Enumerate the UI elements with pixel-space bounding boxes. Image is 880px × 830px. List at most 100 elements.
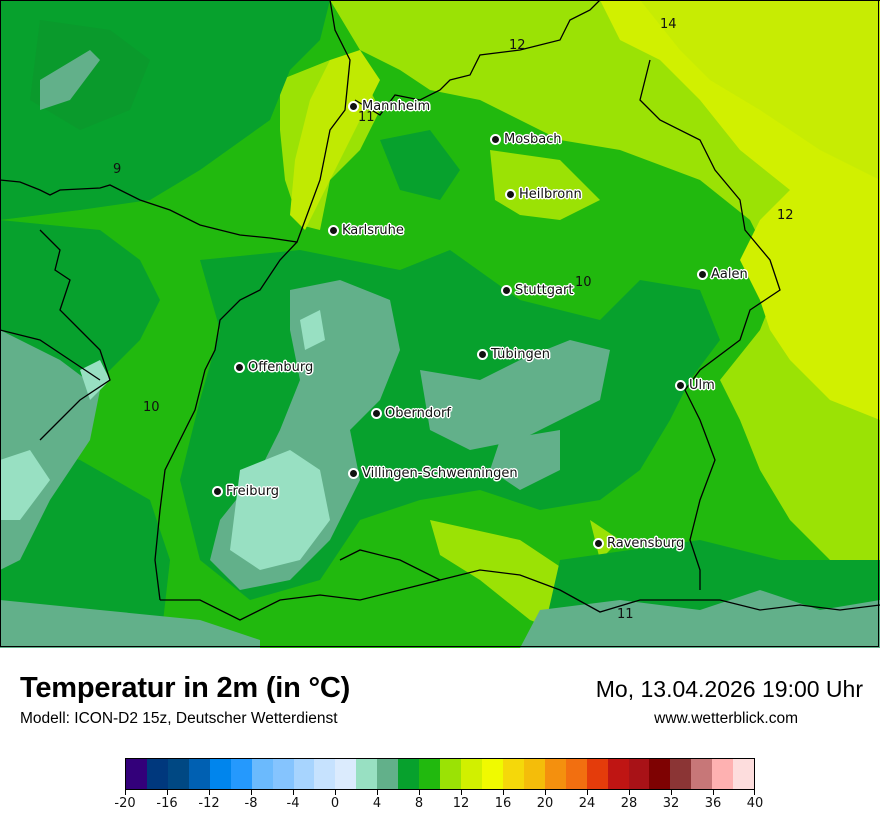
legend-tick [125, 790, 126, 795]
city-marker-karlsruhe[interactable]: Karlsruhe [328, 223, 404, 238]
legend-tick [251, 790, 252, 795]
city-marker-heilbronn[interactable]: Heilbronn [505, 187, 582, 202]
legend-swatch [523, 759, 545, 789]
city-label: Offenburg [248, 360, 314, 375]
color-legend-ticks: -20 -16 -12 -8 -4 0 4 8 12 16 20 24 28 32 36 40 [114, 790, 763, 820]
city-marker-mannheim[interactable]: Mannheim [348, 99, 430, 114]
legend-tick-label: 40 [746, 796, 764, 811]
city-marker-aalen[interactable]: Aalen [697, 267, 748, 282]
legend-swatch [607, 759, 629, 789]
city-marker-freiburg[interactable]: Freiburg [212, 484, 279, 499]
isotherm-label: 10 [143, 400, 160, 415]
city-label: Mosbach [504, 132, 562, 147]
legend-swatch [188, 759, 210, 789]
city-dot-icon [675, 380, 686, 391]
legend-tick [419, 790, 420, 795]
legend-swatch [398, 759, 420, 789]
legend-swatch [167, 759, 189, 789]
legend-tick [629, 790, 630, 795]
legend-swatch [670, 759, 692, 789]
city-label: Villingen-Schwenningen [362, 466, 518, 481]
city-label: Heilbronn [519, 187, 582, 202]
legend-tick [209, 790, 210, 795]
legend-tick [545, 790, 546, 795]
city-marker-mosbach[interactable]: Mosbach [490, 132, 562, 147]
legend-swatch [146, 759, 168, 789]
city-label: Ulm [689, 378, 715, 393]
legend-swatch [586, 759, 608, 789]
legend-swatch [419, 759, 441, 789]
temperature-map[interactable]: 14 12 11 9 12 10 10 11 Mannheim Mosbach … [0, 0, 880, 648]
legend-swatch [251, 759, 273, 789]
city-label: Oberndorf [385, 406, 451, 421]
city-marker-stuttgart[interactable]: Stuttgart [501, 283, 573, 298]
legend-tick-label: -12 [198, 796, 220, 811]
legend-swatch [293, 759, 315, 789]
legend-tick-label: -16 [156, 796, 178, 811]
map-frame-top [0, 0, 880, 1]
city-dot-icon [348, 101, 359, 112]
legend-swatch [230, 759, 252, 789]
city-dot-icon [234, 362, 245, 373]
city-marker-ravensburg[interactable]: Ravensburg [593, 536, 684, 551]
legend-swatch [335, 759, 357, 789]
legend-swatch [712, 759, 734, 789]
city-dot-icon [501, 285, 512, 296]
legend-tick [754, 790, 755, 795]
model-source: Modell: ICON-D2 15z, Deutscher Wetterdie… [20, 710, 338, 727]
legend-swatch [356, 759, 378, 789]
color-legend-bar [125, 758, 755, 790]
isotherm-label: 11 [358, 110, 375, 125]
legend-tick-label: 28 [620, 796, 638, 811]
legend-tick-label: 0 [330, 796, 340, 811]
city-label: Mannheim [362, 99, 431, 114]
legend-tick-label: 24 [578, 796, 596, 811]
legend-tick [587, 790, 588, 795]
city-label: Freiburg [226, 484, 280, 499]
city-label: Karlsruhe [342, 223, 404, 238]
legend-swatch [628, 759, 650, 789]
legend-tick-label: 16 [494, 796, 512, 811]
legend-tick [377, 790, 378, 795]
legend-tick-label: -20 [114, 796, 136, 811]
legend-tick [335, 790, 336, 795]
isotherm-label: 12 [777, 208, 794, 223]
isotherm-label: 11 [617, 607, 634, 622]
city-dot-icon [212, 486, 223, 497]
city-marker-oberndorf[interactable]: Oberndorf [371, 406, 451, 421]
legend-tick [671, 790, 672, 795]
legend-tick-label: -4 [286, 796, 300, 811]
website-link[interactable]: www.wetterblick.com [654, 710, 798, 727]
legend-swatch [502, 759, 524, 789]
legend-swatch [440, 759, 461, 789]
isotherm-label: 9 [113, 162, 122, 177]
city-label: Stuttgart [515, 283, 574, 298]
city-dot-icon [593, 538, 604, 549]
legend-swatch [126, 759, 147, 789]
legend-swatch [377, 759, 399, 789]
isotherm-label: 10 [575, 275, 592, 290]
legend-swatch [691, 759, 713, 789]
city-marker-tuebingen[interactable]: Tübingen [477, 347, 550, 362]
forecast-datetime: Mo, 13.04.2026 19:00 Uhr [595, 676, 863, 702]
legend-tick-label: 32 [662, 796, 680, 811]
city-marker-villingen-schwenningen[interactable]: Villingen-Schwenningen [348, 466, 518, 481]
legend-tick-label: -8 [244, 796, 258, 811]
city-dot-icon [505, 189, 516, 200]
city-dot-icon [371, 408, 382, 419]
city-label: Aalen [711, 267, 748, 282]
city-dot-icon [328, 225, 339, 236]
map-title: Temperatur in 2m (in °C) [20, 672, 351, 704]
isotherm-label: 14 [660, 17, 677, 32]
legend-swatch [733, 759, 755, 789]
legend-tick [713, 790, 714, 795]
legend-tick-label: 36 [704, 796, 722, 811]
legend-swatch [461, 759, 482, 789]
legend-swatch [544, 759, 566, 789]
temperature-field [0, 0, 880, 648]
legend-tick [167, 790, 168, 795]
isotherm-label: 12 [509, 38, 526, 53]
city-marker-offenburg[interactable]: Offenburg [234, 360, 313, 375]
city-dot-icon [697, 269, 708, 280]
city-marker-ulm[interactable]: Ulm [675, 378, 715, 393]
